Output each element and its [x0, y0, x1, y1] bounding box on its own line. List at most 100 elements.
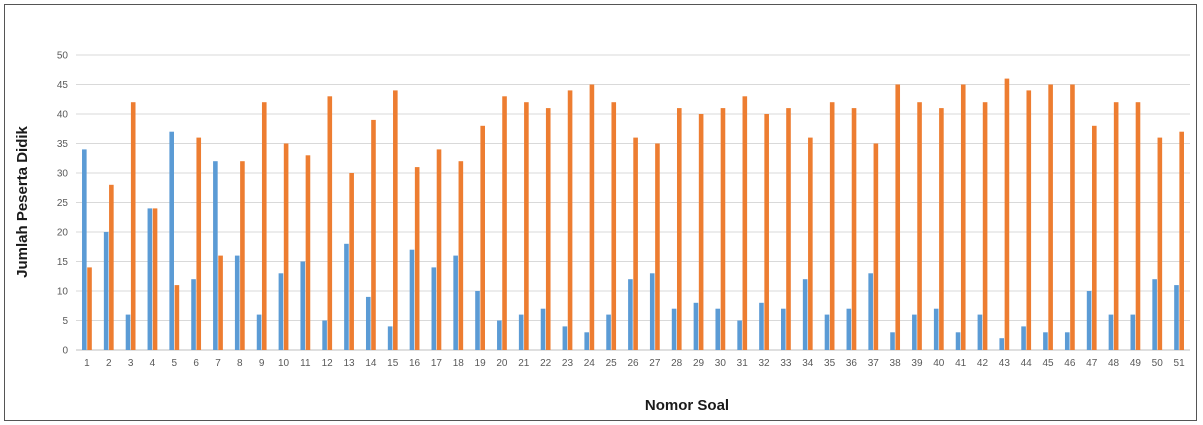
- bar-series-2-soal-4: [152, 208, 158, 350]
- bar-series-1-soal-25: [606, 314, 611, 350]
- x-tick-label: 49: [1130, 358, 1142, 369]
- bar-series-1-soal-12: [322, 320, 327, 350]
- x-tick-label: 20: [496, 358, 508, 369]
- bar-series-1-soal-15: [387, 326, 393, 350]
- bar-series-2-soal-38: [895, 84, 901, 350]
- x-tick-label: 46: [1064, 358, 1076, 369]
- bar-series-2-soal-11: [305, 155, 311, 350]
- bar-series-2-soal-51: [1179, 131, 1184, 350]
- bar-series-2-soal-49: [1135, 102, 1141, 350]
- y-tick-label: 5: [62, 316, 68, 327]
- bar-series-1-soal-27: [649, 273, 655, 350]
- bar-series-1-soal-41: [955, 332, 961, 350]
- bar-series-2-soal-10: [283, 143, 289, 350]
- x-tick-label: 9: [259, 358, 265, 369]
- x-tick-label: 10: [278, 358, 290, 369]
- bar-series-1-soal-50: [1152, 279, 1157, 350]
- x-tick-label: 19: [475, 358, 487, 369]
- bar-series-2-soal-48: [1113, 102, 1119, 350]
- bar-series-2-soal-6: [196, 137, 202, 350]
- x-tick-label: 33: [780, 358, 792, 369]
- bar-series-2-soal-29: [698, 114, 704, 350]
- bar-series-2-soal-41: [960, 84, 966, 350]
- bar-series-2-soal-24: [589, 84, 595, 350]
- x-tick-label: 34: [802, 358, 814, 369]
- bar-series-1-soal-17: [431, 267, 437, 350]
- bar-series-1-soal-23: [562, 326, 568, 350]
- bar-series-1-soal-34: [802, 279, 808, 350]
- bar-series-2-soal-44: [1026, 90, 1032, 351]
- y-tick-label: 0: [62, 346, 68, 357]
- bar-series-1-soal-14: [365, 296, 371, 350]
- bar-series-1-soal-46: [1064, 332, 1070, 350]
- bar-series-1-soal-19: [475, 291, 480, 350]
- x-tick-label: 2: [106, 358, 112, 369]
- bar-series-2-soal-43: [1004, 78, 1010, 350]
- y-tick-label: 45: [57, 80, 69, 91]
- x-tick-label: 18: [453, 358, 465, 369]
- x-tick-label: 8: [237, 358, 243, 369]
- bar-series-1-soal-51: [1174, 285, 1179, 350]
- bar-series-1-soal-42: [977, 314, 983, 350]
- bar-series-2-soal-18: [458, 161, 464, 350]
- bar-series-1-soal-10: [278, 273, 284, 350]
- x-tick-label: 29: [693, 358, 705, 369]
- y-tick-label: 20: [57, 228, 69, 239]
- bar-series-2-soal-25: [611, 102, 617, 350]
- bar-series-2-soal-20: [502, 96, 507, 350]
- x-tick-label: 23: [562, 358, 574, 369]
- x-tick-label: 32: [758, 358, 770, 369]
- x-tick-labels: 1 2 3 4 5 6 7 8 9 10 11 12 13 14 15 16 17 18 19 20 21 22 23 24 2…: [84, 358, 1185, 369]
- x-tick-label: 13: [343, 358, 355, 369]
- x-tick-label: 30: [715, 358, 727, 369]
- bar-series-1-soal-44: [1021, 326, 1026, 350]
- bar-series-1-soal-43: [999, 338, 1005, 350]
- y-tick-label: 30: [57, 169, 69, 180]
- x-tick-label: 47: [1086, 358, 1098, 369]
- x-tick-label: 21: [518, 358, 530, 369]
- bar-series-2-soal-15: [393, 90, 398, 351]
- x-tick-label: 25: [606, 358, 618, 369]
- x-tick-label: 28: [671, 358, 683, 369]
- x-tick-label: 5: [172, 358, 178, 369]
- chart-frame: 0 5 10 15 20 25 30 35 40 45 50 1 2 3 4 5 6 7 8 9 10 11 12 13 14…: [4, 4, 1197, 421]
- bar-series-1-soal-18: [453, 255, 458, 350]
- bar-series-2-soal-33: [786, 108, 791, 350]
- grid-layer: [76, 54, 1190, 351]
- y-tick-label: 15: [57, 257, 69, 268]
- bar-series-1-soal-30: [715, 308, 721, 350]
- x-tick-label: 50: [1152, 358, 1164, 369]
- bar-series-2-soal-27: [655, 143, 660, 350]
- x-tick-label: 7: [215, 358, 221, 369]
- bar-series-1-soal-13: [344, 243, 349, 350]
- bar-series-1-soal-4: [147, 208, 153, 350]
- x-tick-label: 37: [868, 358, 880, 369]
- bar-series-1-soal-38: [890, 332, 895, 350]
- x-tick-label: 38: [890, 358, 902, 369]
- bar-series-2-soal-19: [480, 125, 485, 350]
- bar-series-2-soal-3: [130, 102, 136, 350]
- x-tick-label: 12: [322, 358, 334, 369]
- x-tick-label: 15: [387, 358, 399, 369]
- bar-series-1-soal-32: [759, 302, 764, 350]
- y-tick-label: 25: [57, 198, 69, 209]
- x-tick-label: 24: [584, 358, 596, 369]
- y-tick-label: 50: [57, 51, 69, 62]
- bar-series-2-soal-5: [174, 285, 180, 350]
- bar-series-1-soal-45: [1043, 332, 1048, 350]
- bar-series-2-soal-23: [567, 90, 573, 351]
- bar-series-1-soal-16: [409, 249, 415, 350]
- bars-layer: [82, 78, 1184, 351]
- bar-series-2-soal-35: [829, 102, 835, 350]
- x-tick-label: 17: [431, 358, 443, 369]
- x-tick-label: 22: [540, 358, 552, 369]
- bar-series-1-soal-8: [234, 255, 240, 350]
- x-tick-label: 1: [84, 358, 90, 369]
- x-tick-label: 16: [409, 358, 421, 369]
- bar-series-1-soal-5: [169, 131, 174, 350]
- bar-series-1-soal-21: [518, 314, 524, 350]
- bar-series-2-soal-8: [240, 161, 245, 350]
- bar-series-2-soal-42: [982, 102, 988, 350]
- x-tick-label: 6: [193, 358, 199, 369]
- bar-series-1-soal-6: [191, 279, 196, 350]
